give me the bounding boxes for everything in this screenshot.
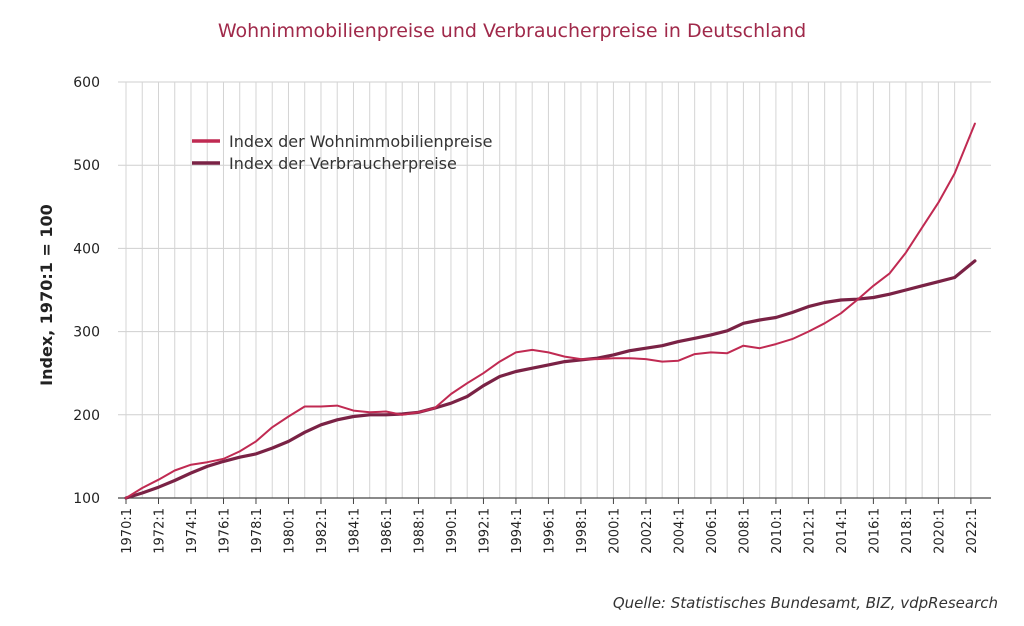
grid <box>118 81 991 499</box>
y-tick-label: 100 <box>73 491 100 507</box>
series-line-1 <box>125 122 976 499</box>
x-tick-label: 1980:1 <box>282 508 297 554</box>
x-tick-label: 1998:1 <box>575 508 590 554</box>
x-tick-label: 1970:1 <box>120 508 135 554</box>
x-tick-label: 1972:1 <box>152 508 167 554</box>
axes: 100 200 300 400 500 600 1970:1 1972:1 1974:1 1976… <box>37 75 991 554</box>
x-tick-label: 1990:1 <box>445 508 460 554</box>
y-tick-label: 400 <box>73 241 100 257</box>
y-tick-label: 200 <box>73 408 100 424</box>
series-line-2 <box>124 259 977 500</box>
x-tick-label: 2018:1 <box>900 508 915 554</box>
x-tick-label: 1984:1 <box>347 508 362 554</box>
chart-title: Wohnimmobilienpreise und Verbraucherprei… <box>217 20 807 42</box>
y-tick-label: 600 <box>73 75 100 91</box>
x-tick-label: 1986:1 <box>380 508 395 554</box>
legend-label: Index der Wohnimmobilienpreise <box>229 132 492 151</box>
x-tick-label: 2022:1 <box>965 508 980 554</box>
source-note: Quelle: Statistisches Bundesamt, BIZ, vd… <box>612 594 998 612</box>
x-tick-label: 2020:1 <box>932 508 947 554</box>
legend: Index der Wohnimmobilienpreise Index der … <box>192 132 492 173</box>
x-tick-label: 2006:1 <box>705 508 720 554</box>
x-tick-label: 1996:1 <box>542 508 557 554</box>
x-tick-label: 1976:1 <box>217 508 232 554</box>
legend-label: Index der Verbraucherpreise <box>229 154 457 173</box>
x-tick-label: 2002:1 <box>640 508 655 554</box>
y-tick-label: 500 <box>73 158 100 174</box>
x-tick-label: 2016:1 <box>867 508 882 554</box>
x-tick-label: 1992:1 <box>477 508 492 554</box>
x-tick-label: 2008:1 <box>737 508 752 554</box>
x-tick-label: 1974:1 <box>185 508 200 554</box>
y-tick-label: 300 <box>73 325 100 341</box>
x-tick-label: 2014:1 <box>835 508 850 554</box>
x-tick-label: 2012:1 <box>802 508 817 554</box>
y-axis-label: Index, 1970:1 = 100 <box>37 204 56 386</box>
x-tick-label: 2010:1 <box>770 508 785 554</box>
x-tick-label: 1994:1 <box>510 508 525 554</box>
x-tick-label: 1978:1 <box>250 508 265 554</box>
series-lines <box>124 122 977 500</box>
x-tick-label: 1988:1 <box>412 508 427 554</box>
x-tick-label: 2004:1 <box>672 508 687 554</box>
x-tick-label: 2000:1 <box>607 508 622 554</box>
x-tick-label: 1982:1 <box>315 508 330 554</box>
